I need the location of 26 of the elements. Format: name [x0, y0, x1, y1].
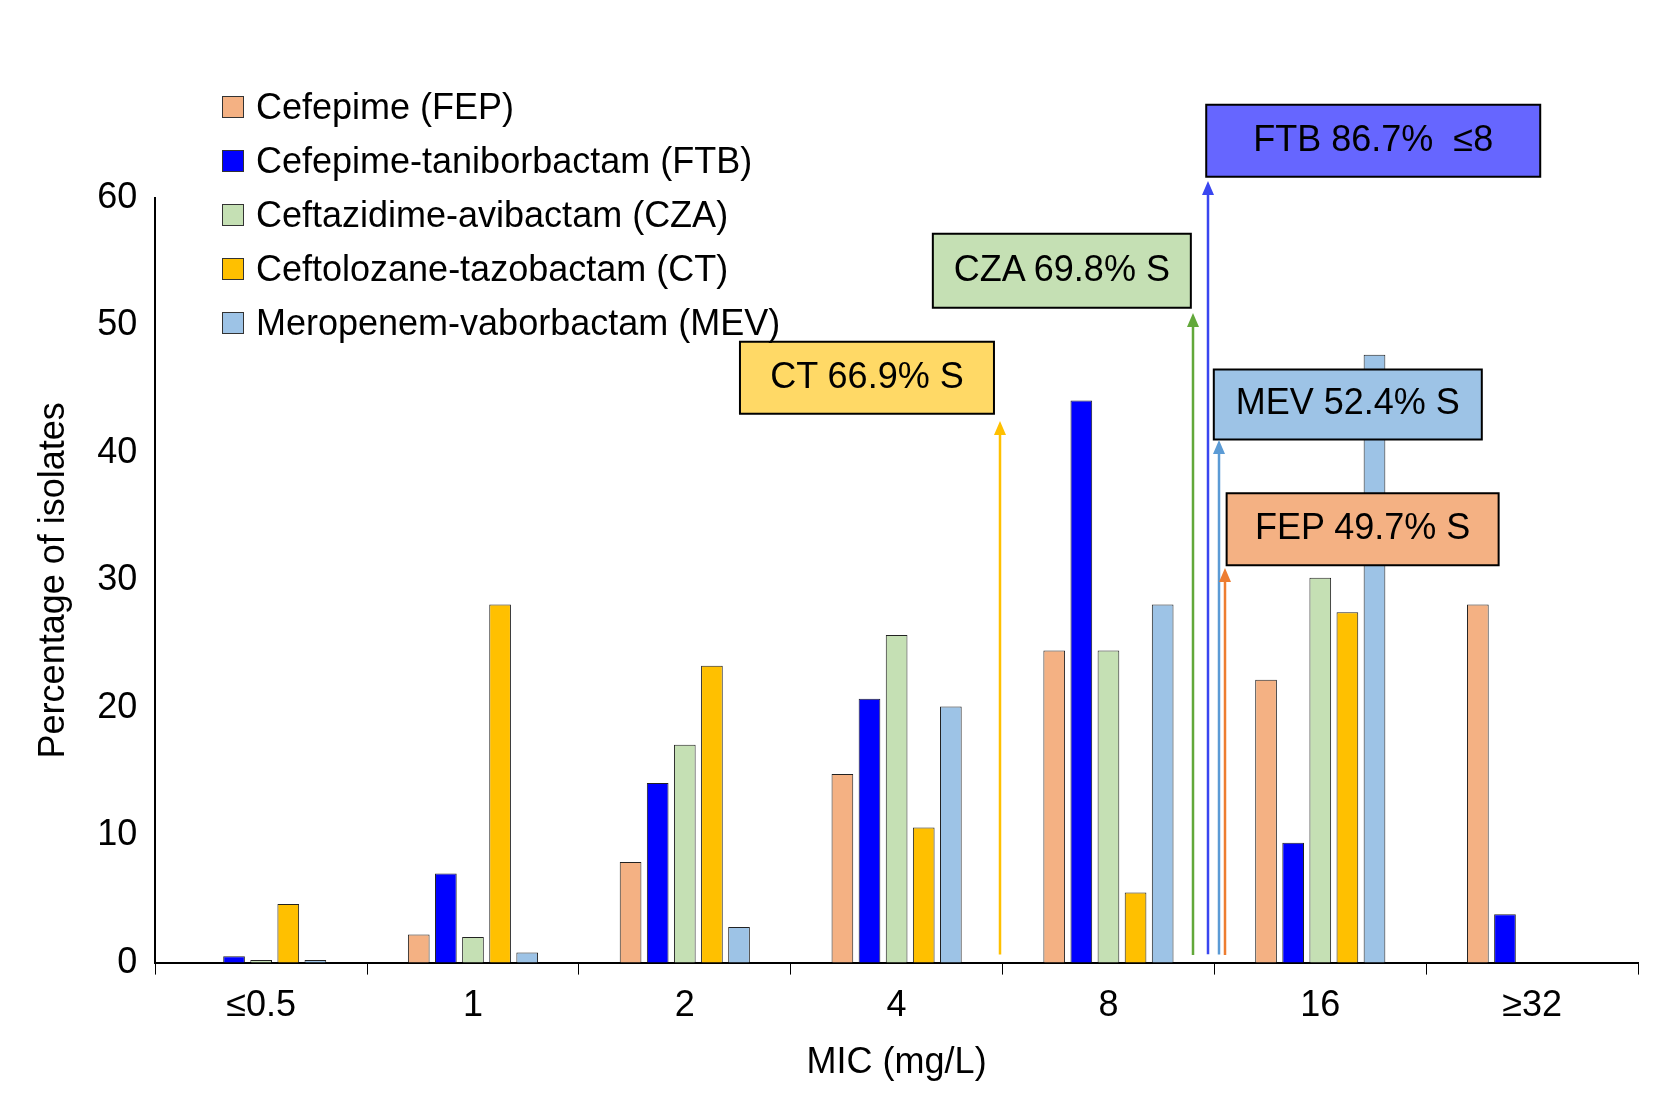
y-axis-title: Percentage of isolates: [30, 402, 72, 759]
x-tick-label: 16: [1300, 983, 1341, 1025]
y-tick-label: 30: [97, 557, 138, 599]
x-tick-label: 2: [674, 983, 695, 1025]
x-tick-label: ≤0.5: [226, 983, 297, 1025]
y-tick-label: 0: [117, 939, 138, 981]
x-axis-title: MIC (mg/L): [806, 1040, 987, 1082]
text: FTB 86.7% ≤8: [1253, 117, 1494, 159]
legend-label: Meropenem-vaborbactam (MEV): [256, 302, 781, 344]
annotation: CZA 69.8% S: [953, 247, 1170, 289]
x-tick-label: 4: [886, 983, 907, 1025]
legend-label: Ceftazidime-avibactam (CZA): [256, 194, 729, 236]
annotation: CT 66.9% S: [770, 354, 964, 396]
legend-label: Ceftolozane-tazobactam (CT): [256, 248, 729, 290]
y-tick-label: 40: [97, 429, 138, 471]
x-tick-label: ≥32: [1502, 983, 1562, 1025]
legend-label: Cefepime (FEP): [256, 86, 515, 128]
y-tick-label: 60: [97, 174, 138, 216]
y-tick-label: 50: [97, 302, 138, 344]
y-tick-label: 20: [97, 684, 138, 726]
annotation: MEV 52.4% S: [1235, 381, 1460, 423]
x-tick-label: 1: [462, 983, 483, 1025]
legend-label: Cefepime-taniborbactam (FTB): [256, 140, 753, 182]
y-tick-label: 10: [97, 812, 138, 854]
x-tick-label: 8: [1098, 983, 1119, 1025]
annotation: FEP 49.7% S: [1254, 506, 1471, 548]
